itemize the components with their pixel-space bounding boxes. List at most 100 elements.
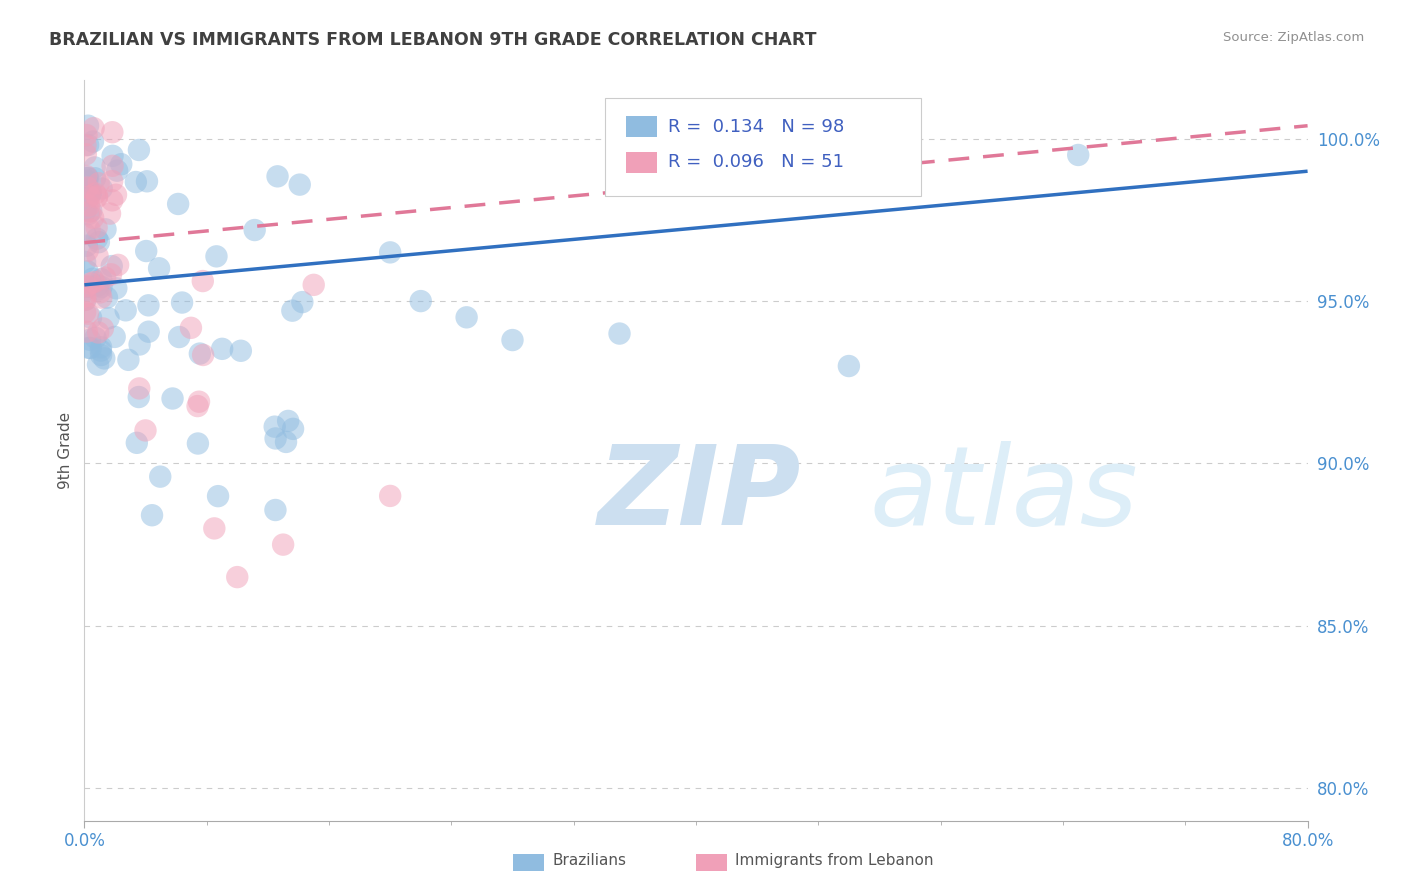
Point <box>191 274 214 288</box>
Point <box>94 270 117 285</box>
Point <box>75 293 97 307</box>
Point <box>76 180 98 194</box>
Point <box>191 348 214 362</box>
Point <box>82 135 104 149</box>
Point <box>100 268 122 282</box>
Point <box>104 330 127 344</box>
Point <box>79 222 101 236</box>
Point <box>77 138 100 153</box>
Text: Source: ZipAtlas.com: Source: ZipAtlas.com <box>1223 31 1364 45</box>
Point <box>128 143 150 157</box>
Point <box>79 333 101 347</box>
Point <box>75 293 97 307</box>
Point <box>80 341 103 355</box>
Text: R =  0.096   N = 51: R = 0.096 N = 51 <box>668 153 844 171</box>
Point <box>87 176 110 190</box>
Point <box>101 149 124 163</box>
Point <box>77 198 100 212</box>
Point <box>380 489 402 503</box>
Point <box>149 469 172 483</box>
Point <box>281 422 304 436</box>
Point <box>77 307 100 321</box>
Point <box>271 538 294 552</box>
Point <box>105 281 128 295</box>
Point <box>125 175 148 189</box>
Point <box>77 171 100 186</box>
Point <box>76 325 98 339</box>
Text: BRAZILIAN VS IMMIGRANTS FROM LEBANON 9TH GRADE CORRELATION CHART: BRAZILIAN VS IMMIGRANTS FROM LEBANON 9TH… <box>49 31 817 49</box>
Point <box>93 351 115 366</box>
Point <box>211 342 233 356</box>
Point <box>90 291 112 305</box>
Point <box>82 271 104 285</box>
Point <box>838 359 860 373</box>
Point <box>281 303 304 318</box>
Point <box>86 220 108 235</box>
Point <box>91 321 114 335</box>
Point <box>77 341 100 355</box>
Point <box>75 255 97 269</box>
Point <box>101 125 124 139</box>
Point <box>76 279 98 293</box>
Point <box>134 424 156 438</box>
Point <box>80 310 103 325</box>
Point <box>90 340 112 354</box>
Point <box>380 245 402 260</box>
Point <box>90 343 112 358</box>
Text: R =  0.134   N = 98: R = 0.134 N = 98 <box>668 118 844 136</box>
Point <box>98 206 121 220</box>
Point <box>128 381 150 395</box>
Point <box>135 244 157 258</box>
Point <box>94 222 117 236</box>
Point <box>96 291 118 305</box>
Point <box>243 223 266 237</box>
Point <box>114 303 136 318</box>
Point <box>107 258 129 272</box>
Point <box>75 147 97 161</box>
Point <box>75 138 97 153</box>
Point <box>205 249 228 263</box>
Point <box>1067 148 1090 162</box>
Point <box>77 119 100 133</box>
Point <box>75 169 97 183</box>
Point <box>138 298 160 312</box>
Point <box>75 203 97 218</box>
Point <box>87 235 110 249</box>
Point <box>90 181 112 195</box>
Y-axis label: 9th Grade: 9th Grade <box>58 412 73 489</box>
Point <box>87 358 110 372</box>
Point <box>170 295 193 310</box>
Point <box>83 275 105 289</box>
Point <box>75 283 97 297</box>
Point <box>83 121 105 136</box>
Point <box>90 272 112 286</box>
Point <box>76 128 98 142</box>
Point <box>180 321 202 335</box>
Point <box>90 280 112 294</box>
Point <box>86 190 108 204</box>
Point <box>138 325 160 339</box>
Text: Brazilians: Brazilians <box>553 854 627 868</box>
Point <box>125 435 148 450</box>
Point <box>83 161 105 175</box>
Point <box>79 186 101 201</box>
Point <box>76 181 98 195</box>
Point <box>75 227 97 241</box>
Point <box>264 432 287 446</box>
Point <box>75 174 97 188</box>
Point <box>167 197 190 211</box>
Point <box>97 311 120 326</box>
Point <box>76 171 98 186</box>
Point <box>288 178 311 192</box>
Point <box>80 186 103 200</box>
Point <box>105 163 128 178</box>
Point <box>86 189 108 203</box>
Point <box>263 419 285 434</box>
Point <box>77 207 100 221</box>
Point <box>226 570 249 584</box>
Point <box>229 343 252 358</box>
Point <box>76 264 98 278</box>
Point <box>162 392 184 406</box>
Point <box>187 436 209 450</box>
Text: Immigrants from Lebanon: Immigrants from Lebanon <box>735 854 934 868</box>
